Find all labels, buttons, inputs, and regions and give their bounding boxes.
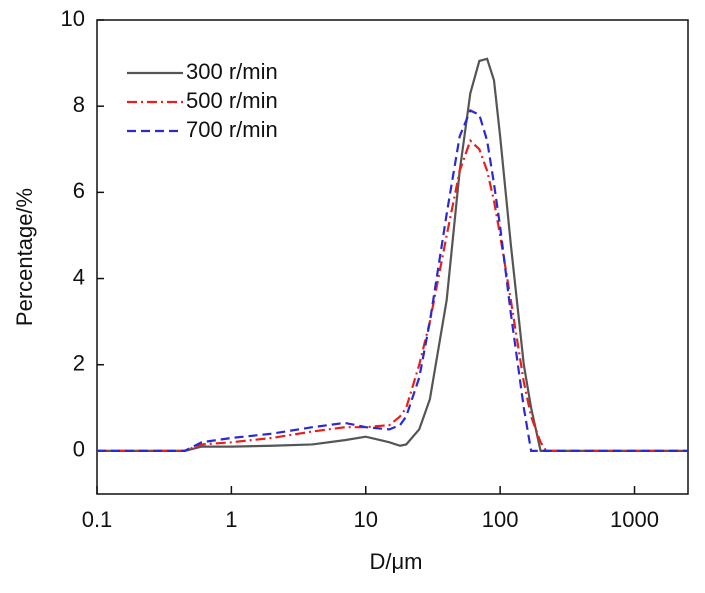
- x-tick-label: 1000: [610, 507, 659, 532]
- data-line: [97, 138, 688, 453]
- y-tick-label: 10: [61, 6, 85, 31]
- x-tick-label: 0.1: [82, 507, 113, 532]
- data-line: [97, 108, 688, 453]
- y-axis-label: Percentage/%: [12, 188, 37, 326]
- y-tick-label: 8: [73, 92, 85, 117]
- x-tick-label: 10: [354, 507, 378, 532]
- legend-label: 700 r/min: [186, 117, 278, 142]
- legend-label: 300 r/min: [186, 59, 278, 84]
- x-tick-label: 1: [225, 507, 237, 532]
- plot-frame: [96, 19, 689, 495]
- y-tick-label: 2: [73, 351, 85, 376]
- legend-label: 500 r/min: [186, 88, 278, 113]
- data-line: [97, 57, 688, 453]
- y-tick-label: 0: [73, 437, 85, 462]
- x-tick-label: 100: [482, 507, 519, 532]
- y-tick-label: 4: [73, 264, 85, 289]
- x-axis-label: D/μm: [369, 549, 422, 574]
- y-tick-label: 6: [73, 178, 85, 203]
